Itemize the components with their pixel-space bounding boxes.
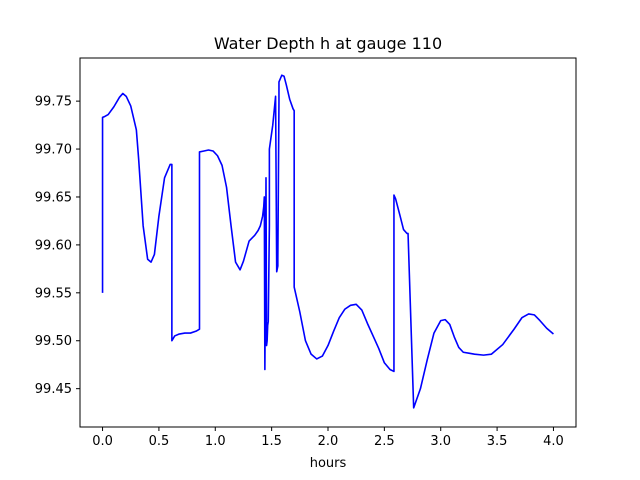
y-tick-label: 99.70 — [35, 143, 72, 158]
chart-title: Water Depth h at gauge 110 — [214, 34, 442, 53]
y-tick-label: 99.75 — [35, 95, 72, 110]
y-tick-label: 99.55 — [35, 286, 72, 301]
series-line — [101, 74, 554, 409]
x-tick-label: 3.0 — [430, 434, 451, 449]
x-axis-label: hours — [310, 456, 347, 471]
y-axis: 99.45 99.50 99.55 99.60 99.65 99.70 99.75 — [35, 95, 80, 397]
plot-area — [79, 57, 577, 428]
y-tick-label: 99.45 — [35, 382, 72, 397]
x-tick-label: 3.5 — [487, 434, 508, 449]
x-tick-label: 2.5 — [374, 434, 395, 449]
x-tick-label: 4.0 — [543, 434, 564, 449]
y-tick-label: 99.65 — [35, 190, 72, 205]
x-axis: 0.0 0.5 1.0 1.5 2.0 2.5 3.0 3.5 4.0 — [92, 427, 564, 449]
y-tick-label: 99.60 — [35, 238, 72, 253]
x-tick-label: 0.5 — [149, 434, 170, 449]
x-tick-label: 0.0 — [92, 434, 113, 449]
x-tick-label: 2.0 — [318, 434, 339, 449]
x-tick-label: 1.0 — [205, 434, 226, 449]
plot-background — [80, 58, 576, 427]
y-tick-label: 99.50 — [35, 334, 72, 349]
x-tick-label: 1.5 — [261, 434, 282, 449]
